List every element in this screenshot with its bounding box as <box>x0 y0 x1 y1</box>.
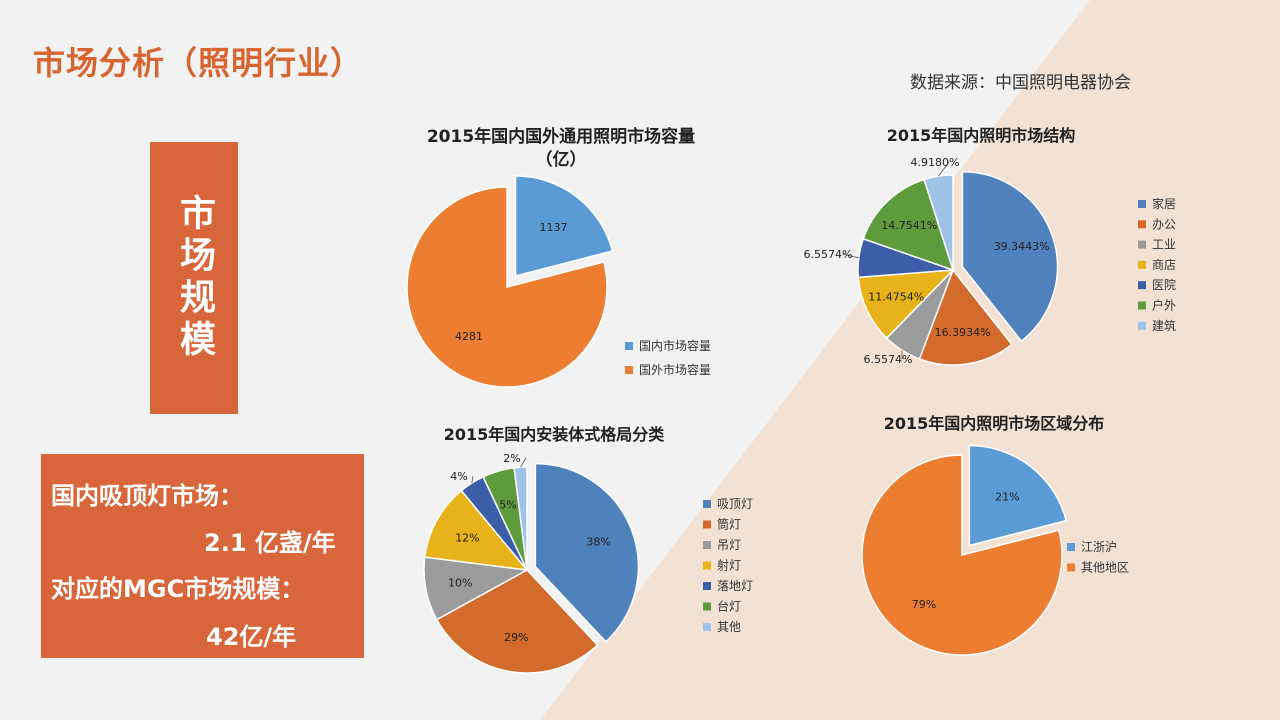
info-line-3: 对应的MGC市场规模： <box>51 575 305 603</box>
info-box: 国内吸顶灯市场： 2.1 亿盏/年 对应的MGC市场规模： 42亿/年 <box>41 454 364 658</box>
market-size-label: 市场规模 <box>174 194 215 362</box>
market-size-label-box: 市场规模 <box>150 142 238 414</box>
page-title: 市场分析（照明行业） <box>33 44 364 82</box>
info-line-2: 2.1 亿盏/年 <box>204 529 336 557</box>
data-source: 数据来源：中国照明电器协会 <box>910 73 1131 93</box>
info-line-1: 国内吸顶灯市场： <box>51 482 243 510</box>
info-line-4: 42亿/年 <box>206 623 297 651</box>
